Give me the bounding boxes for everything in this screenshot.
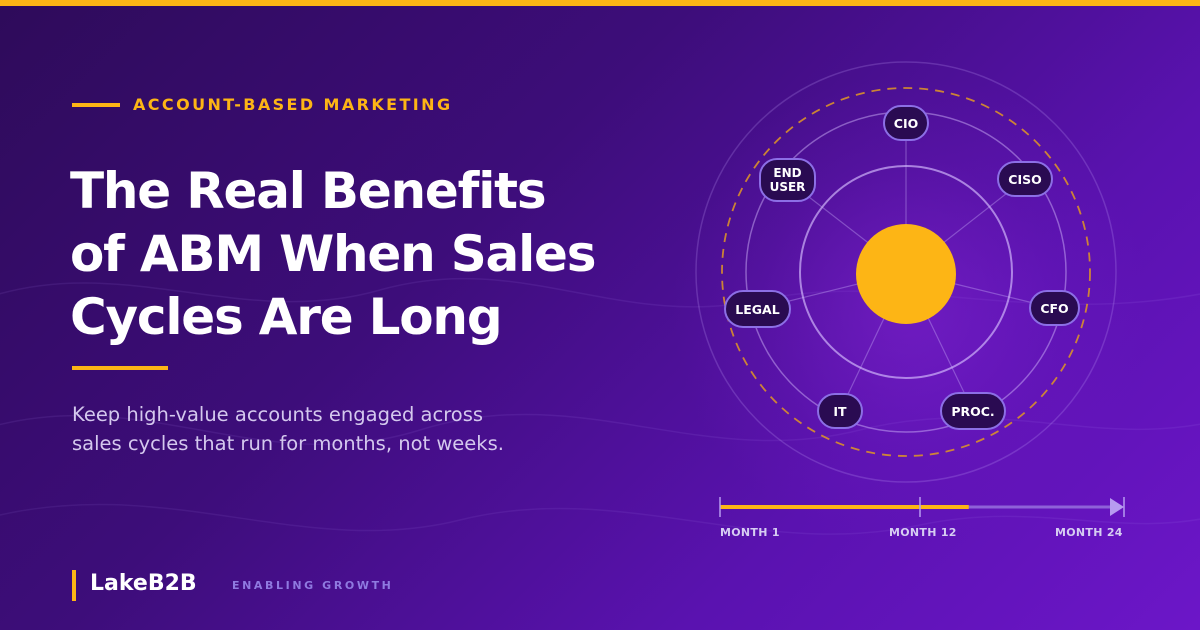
stakeholder-node-legal: LEGAL [724, 290, 791, 328]
node-label-line: END [773, 166, 802, 180]
title-line: Cycles Are Long [70, 288, 503, 346]
timeline-label-month-1: MONTH 1 [720, 526, 780, 539]
brand-accent-bar [72, 570, 76, 601]
timeline-label-month-24: MONTH 24 [1055, 526, 1123, 539]
timeline-label-month-12: MONTH 12 [889, 526, 957, 539]
page-title: The Real Benefits of ABM When Sales Cycl… [70, 160, 690, 349]
stakeholder-node-ciso: CISO [997, 161, 1053, 197]
stakeholder-node-cfo: CFO [1029, 290, 1080, 326]
node-label-line: USER [769, 180, 806, 194]
timeline-arrow-icon [1110, 498, 1124, 516]
stakeholder-node-end-user: END USER [759, 158, 816, 202]
title-line: of ABM When Sales [70, 225, 597, 283]
inner-ring [799, 165, 1013, 379]
stakeholder-node-cio: CIO [883, 105, 929, 141]
top-accent-bar [0, 0, 1200, 6]
stakeholder-node-it: IT [817, 393, 863, 429]
dashed-ring [721, 87, 1091, 457]
timeline [719, 497, 1125, 517]
title-underline [72, 366, 168, 370]
subtitle-line: sales cycles that run for months, not we… [72, 432, 504, 455]
center-account-circle [856, 224, 956, 324]
brand-tagline: ENABLING GROWTH [232, 579, 394, 592]
eyebrow-accent-line [72, 103, 120, 107]
subtitle-line: Keep high-value accounts engaged across [72, 403, 484, 426]
brand-logo-text: LakeB2B [90, 571, 197, 596]
outer-ring [695, 61, 1117, 483]
stakeholder-node-procurement: PROC. [940, 392, 1006, 430]
eyebrow-label: ACCOUNT-BASED MARKETING [133, 95, 453, 114]
title-line: The Real Benefits [70, 162, 547, 220]
subtitle: Keep high-value accounts engaged across … [72, 400, 592, 458]
